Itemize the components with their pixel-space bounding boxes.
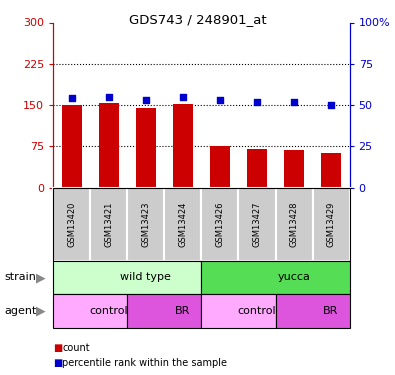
- Text: BR: BR: [175, 306, 191, 316]
- Bar: [247, 149, 267, 188]
- Text: percentile rank within the sample: percentile rank within the sample: [62, 358, 228, 368]
- Bar: [173, 105, 193, 188]
- Bar: [284, 150, 304, 188]
- Bar: [62, 105, 82, 188]
- Bar: [276, 294, 350, 328]
- Bar: [99, 104, 119, 188]
- Point: [106, 94, 112, 100]
- Point: [328, 102, 334, 108]
- Text: ■: ■: [53, 343, 62, 353]
- Point: [217, 97, 223, 103]
- Text: GSM13427: GSM13427: [252, 201, 261, 247]
- Text: GDS743 / 248901_at: GDS743 / 248901_at: [129, 13, 266, 26]
- Text: yucca: yucca: [278, 273, 310, 282]
- Text: GSM13423: GSM13423: [141, 201, 150, 247]
- Text: GSM13426: GSM13426: [215, 201, 224, 247]
- Bar: [164, 188, 201, 261]
- Point: [180, 94, 186, 100]
- Bar: [210, 146, 230, 188]
- Bar: [53, 261, 201, 294]
- Text: count: count: [62, 343, 90, 353]
- Text: GSM13428: GSM13428: [290, 201, 299, 247]
- Text: GSM13421: GSM13421: [104, 201, 113, 247]
- Text: ▶: ▶: [36, 271, 45, 284]
- Text: strain: strain: [4, 273, 36, 282]
- Text: GSM13429: GSM13429: [327, 201, 336, 247]
- Text: control: control: [90, 306, 128, 316]
- Bar: [239, 188, 276, 261]
- Bar: [53, 294, 127, 328]
- Bar: [127, 294, 201, 328]
- Bar: [201, 261, 350, 294]
- Bar: [276, 188, 312, 261]
- Text: wild type: wild type: [120, 273, 171, 282]
- Text: control: control: [238, 306, 276, 316]
- Text: ▶: ▶: [36, 305, 45, 318]
- Bar: [53, 188, 90, 261]
- Bar: [136, 108, 156, 188]
- Text: GSM13424: GSM13424: [179, 201, 188, 247]
- Point: [69, 95, 75, 101]
- Bar: [201, 188, 239, 261]
- Text: agent: agent: [4, 306, 36, 316]
- Bar: [127, 188, 164, 261]
- Text: BR: BR: [324, 306, 339, 316]
- Bar: [90, 188, 127, 261]
- Text: GSM13420: GSM13420: [67, 201, 76, 247]
- Point: [254, 99, 260, 105]
- Bar: [321, 153, 341, 188]
- Bar: [312, 188, 350, 261]
- Text: ■: ■: [53, 358, 62, 368]
- Bar: [201, 294, 276, 328]
- Point: [291, 99, 297, 105]
- Point: [143, 97, 149, 103]
